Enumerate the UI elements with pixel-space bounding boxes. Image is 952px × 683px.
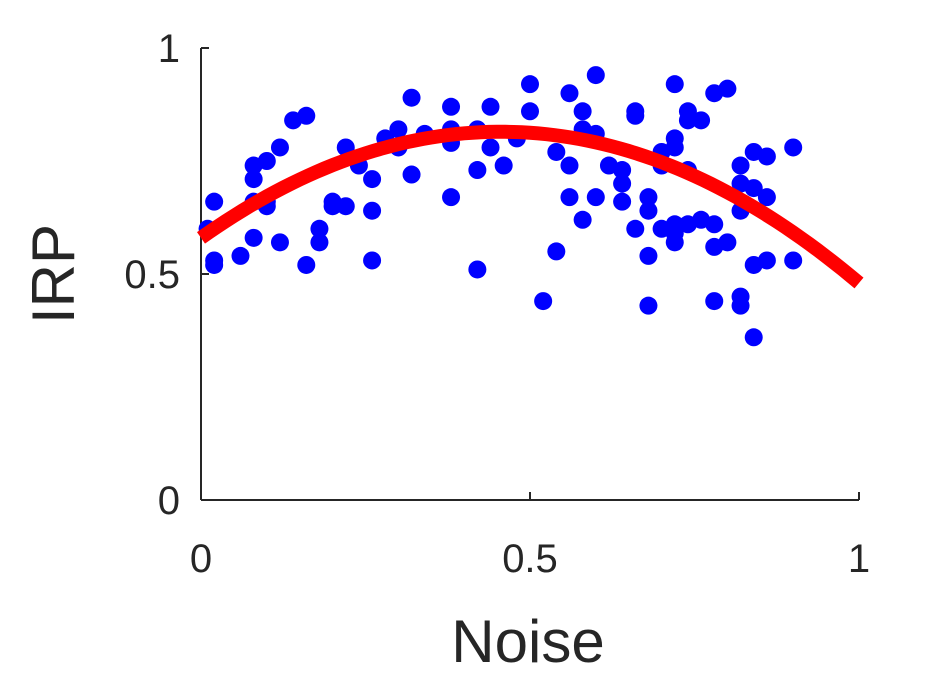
data-point [665,233,684,252]
data-point [310,233,329,252]
data-point [731,296,750,315]
data-point [297,106,316,125]
data-point [547,142,566,161]
data-point [639,188,658,207]
data-point [665,75,684,94]
data-point [613,174,632,193]
data-point [586,188,605,207]
x-axis-label: Noise [451,608,604,675]
data-point [205,255,224,274]
data-point [784,138,803,157]
x-tick-label: 1 [848,537,870,581]
data-point [639,246,658,265]
data-point [757,188,776,207]
data-point [718,79,737,98]
data-point [560,84,579,103]
data-point [402,165,421,184]
data-point [244,170,263,189]
data-point [442,188,461,207]
data-point [521,102,539,121]
data-point [757,251,776,270]
data-point [639,296,658,315]
data-point [613,161,632,180]
data-point [481,97,500,116]
data-point [547,242,566,261]
data-point [244,228,263,247]
data-point [323,197,342,216]
data-point [744,179,763,198]
data-point [613,192,632,211]
data-point [534,292,553,311]
data-point [560,188,579,207]
data-point [692,111,711,130]
data-point [573,210,592,229]
data-point [757,147,776,166]
data-point [363,251,382,270]
data-point [468,161,487,180]
data-point [205,192,224,211]
data-point [718,233,737,252]
data-point [626,106,645,125]
data-point [586,66,605,85]
y-tick-label: 1 [158,27,180,71]
data-point [560,156,579,175]
data-point [270,233,289,252]
data-point [363,170,382,189]
data-point [521,75,539,94]
data-point [402,88,421,107]
data-point [639,201,658,220]
fit-curve [196,124,864,289]
data-point [363,201,382,220]
data-points [198,66,803,347]
data-point [573,102,592,121]
data-point [494,156,513,175]
y-axis-label: IRP [20,224,87,324]
data-point [705,292,724,311]
data-point [297,255,316,274]
ticks [200,47,860,501]
data-point [257,152,276,170]
y-tick-label: 0 [158,479,180,523]
data-point [310,219,329,238]
data-point [744,328,763,347]
data-point [731,156,750,175]
x-tick-label: 0.5 [502,537,558,581]
data-point [705,215,724,234]
data-point [468,260,487,279]
data-point [626,219,645,238]
data-point [442,97,461,116]
data-point [481,138,500,157]
data-point [336,197,355,216]
tick-labels: 0 0.5 1 0 0.5 1 [124,27,870,581]
x-tick-label: 0 [190,537,212,581]
y-tick-label: 0.5 [124,253,180,297]
data-point [389,120,408,139]
data-point [678,111,697,130]
data-point [784,251,803,270]
data-point [270,138,289,157]
data-point [665,138,684,157]
data-point [231,246,250,265]
